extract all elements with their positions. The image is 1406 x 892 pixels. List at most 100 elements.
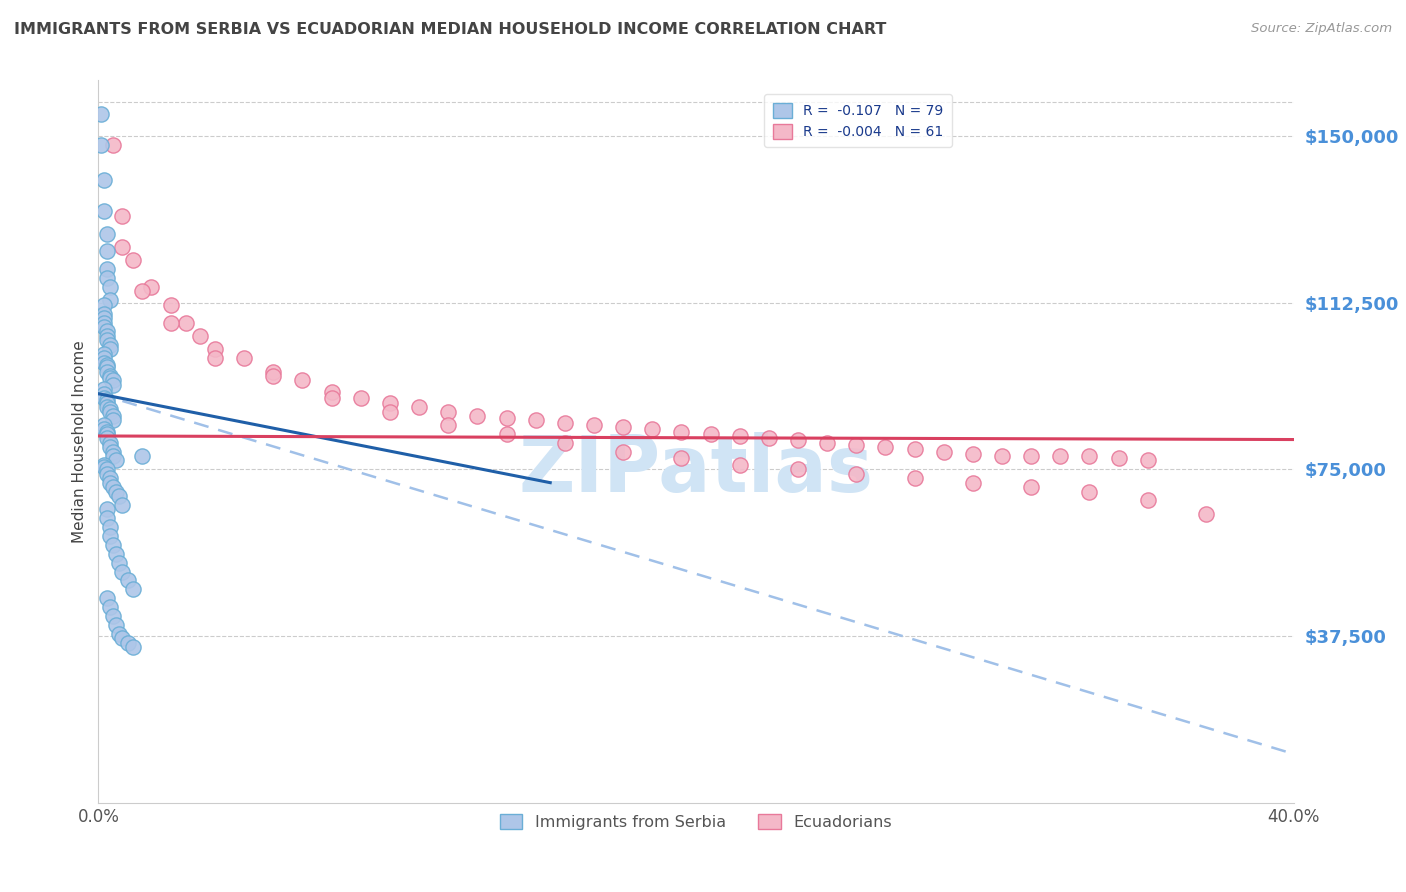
Point [108, 556, 131, 570]
Point [98, 371, 121, 385]
Point [111, 565, 134, 579]
Point [131, 449, 153, 463]
Point [1078, 449, 1101, 463]
Point [93, 347, 115, 361]
Point [96, 271, 118, 285]
Point [96, 425, 118, 439]
Point [93, 460, 115, 475]
Point [437, 417, 460, 432]
Point [378, 404, 401, 418]
Point [96, 360, 118, 375]
Point [122, 640, 145, 655]
Point [787, 434, 810, 448]
Point [1108, 451, 1130, 466]
Point [98, 404, 121, 418]
Point [1078, 484, 1101, 499]
Point [815, 435, 838, 450]
Point [101, 449, 124, 463]
Point [93, 386, 115, 401]
Point [111, 209, 134, 223]
Point [96, 325, 118, 339]
Point [98, 435, 121, 450]
Point [1049, 449, 1071, 463]
Point [1195, 507, 1218, 521]
Point [117, 636, 139, 650]
Point [962, 447, 984, 461]
Point [728, 458, 751, 472]
Point [233, 351, 256, 366]
Point [699, 426, 721, 441]
Point [111, 240, 134, 254]
Point [291, 373, 314, 387]
Point [98, 343, 121, 357]
Point [467, 409, 489, 423]
Point [101, 444, 124, 458]
Point [98, 440, 121, 454]
Point [408, 400, 430, 414]
Point [104, 618, 127, 632]
Point [321, 391, 343, 405]
Point [728, 429, 751, 443]
Point [378, 395, 401, 409]
Point [98, 520, 121, 534]
Point [117, 574, 139, 588]
Point [321, 384, 343, 399]
Point [93, 307, 115, 321]
Point [554, 416, 576, 430]
Point [93, 382, 115, 396]
Point [93, 311, 115, 326]
Point [131, 285, 153, 299]
Point [962, 475, 984, 490]
Point [122, 253, 145, 268]
Point [93, 351, 115, 366]
Point [104, 453, 127, 467]
Text: Source: ZipAtlas.com: Source: ZipAtlas.com [1251, 22, 1392, 36]
Point [96, 244, 118, 259]
Point [96, 400, 118, 414]
Y-axis label: Median Household Income: Median Household Income [72, 340, 87, 543]
Point [98, 471, 121, 485]
Point [160, 298, 183, 312]
Point [98, 475, 121, 490]
Point [96, 502, 118, 516]
Point [93, 356, 115, 370]
Point [96, 395, 118, 409]
Point [96, 426, 118, 441]
Point [96, 227, 118, 241]
Point [875, 440, 897, 454]
Text: IMMIGRANTS FROM SERBIA VS ECUADORIAN MEDIAN HOUSEHOLD INCOME CORRELATION CHART: IMMIGRANTS FROM SERBIA VS ECUADORIAN MED… [14, 22, 886, 37]
Point [111, 498, 134, 512]
Point [93, 391, 115, 405]
Point [93, 204, 115, 219]
Point [90, 137, 112, 152]
Point [612, 444, 634, 458]
Point [96, 393, 118, 408]
Point [903, 471, 925, 485]
Point [96, 329, 118, 343]
Point [903, 442, 925, 457]
Point [96, 364, 118, 378]
Point [845, 467, 868, 481]
Point [262, 368, 284, 383]
Point [350, 391, 373, 405]
Point [101, 538, 124, 552]
Point [93, 422, 115, 436]
Point [671, 425, 693, 439]
Legend: Immigrants from Serbia, Ecuadorians: Immigrants from Serbia, Ecuadorians [492, 806, 900, 838]
Point [93, 458, 115, 472]
Point [98, 280, 121, 294]
Point [671, 451, 693, 466]
Point [98, 529, 121, 543]
Point [96, 262, 118, 277]
Point [174, 316, 197, 330]
Text: ZIPatlas: ZIPatlas [519, 433, 873, 508]
Point [90, 106, 112, 120]
Point [93, 298, 115, 312]
Point [98, 338, 121, 352]
Point [554, 435, 576, 450]
Point [495, 411, 517, 425]
Point [108, 489, 131, 503]
Point [204, 343, 226, 357]
Point [98, 293, 121, 308]
Point [98, 402, 121, 417]
